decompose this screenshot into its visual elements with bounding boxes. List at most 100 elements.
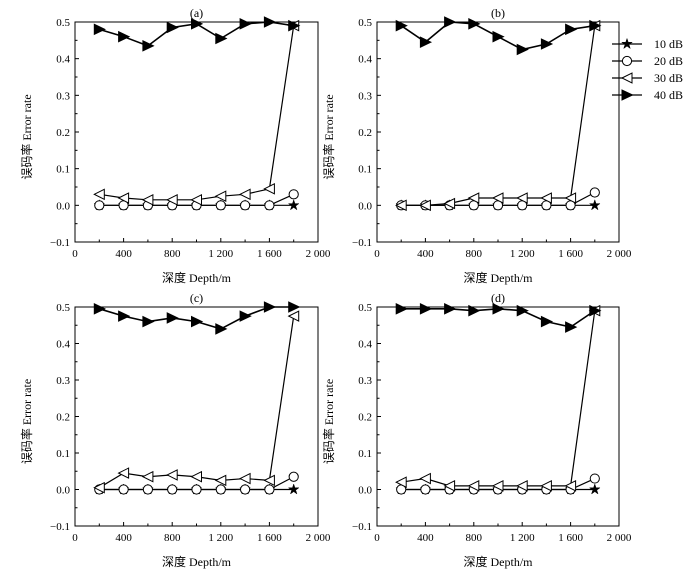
panel-c: 0 400 800 1 200 1 600 2 000 −0.1 0.0 0.1 0.2 0.3 0.… <box>19 291 331 569</box>
data-point-20-dB <box>589 187 600 198</box>
data-point-30-dB <box>93 188 105 201</box>
data-point-30-dB <box>467 480 480 492</box>
y-tick-label: 0.3 <box>358 90 372 102</box>
data-point-40-dB <box>444 16 457 28</box>
legend-marker <box>621 89 634 101</box>
y-tick-label: 0.3 <box>56 375 70 387</box>
data-point-30-dB <box>117 192 130 204</box>
data-point-30-dB <box>467 192 480 204</box>
data-point-40-dB <box>395 19 408 32</box>
data-point-20-dB <box>191 484 202 495</box>
y-axis-title: 误码率 Error rate <box>19 94 34 179</box>
y-tick-label: 0.3 <box>56 90 70 102</box>
data-point-10-dB <box>287 483 300 495</box>
data-point-30-dB <box>190 470 202 483</box>
data-point-40-dB <box>565 23 578 36</box>
x-tick-label: 0 <box>72 532 78 544</box>
data-point-40-dB <box>288 19 301 32</box>
data-point-30-dB <box>166 194 178 206</box>
y-tick-label: 0.1 <box>358 448 372 460</box>
x-tick-label: 400 <box>115 248 132 260</box>
data-point-40-dB <box>419 303 433 315</box>
series-line-30-dB <box>401 25 596 206</box>
y-tick-label: 0.0 <box>358 485 372 497</box>
legend-label: 20 dB <box>654 54 683 68</box>
y-tick-label: 0.1 <box>56 448 70 460</box>
data-point-40-dB <box>93 23 106 36</box>
data-point-40-dB <box>118 310 131 322</box>
data-point-40-dB <box>215 32 228 45</box>
data-point-40-dB <box>239 310 252 322</box>
data-point-40-dB <box>191 315 204 328</box>
data-point-30-dB <box>443 480 456 492</box>
x-tick-label: 1 600 <box>558 532 583 544</box>
y-tick-label: 0.4 <box>358 339 372 351</box>
data-point-10-dB <box>588 199 601 211</box>
x-axis-title: 深度 Depth/m <box>162 554 232 569</box>
y-tick-label: 0.4 <box>56 54 70 66</box>
data-point-30-dB <box>287 310 300 322</box>
panel-label: (a) <box>190 6 203 20</box>
legend-marker <box>621 55 633 67</box>
data-point-30-dB <box>516 480 528 492</box>
x-axis-title: 深度 Depth/m <box>464 270 534 285</box>
data-point-40-dB <box>93 303 106 315</box>
data-point-40-dB <box>589 304 602 317</box>
x-tick-label: 0 <box>72 248 78 260</box>
data-point-30-dB <box>491 192 504 204</box>
y-tick-label: 0.0 <box>56 200 70 212</box>
legend-item: 10 dB <box>612 37 683 51</box>
x-tick-label: 1 200 <box>208 248 233 260</box>
data-point-40-dB <box>589 19 602 32</box>
data-point-30-dB <box>491 480 504 492</box>
y-tick-label: 0.2 <box>358 127 372 139</box>
y-tick-label: −0.1 <box>50 521 70 533</box>
data-point-40-dB <box>468 18 481 30</box>
x-tick-label: 1 200 <box>208 532 233 544</box>
x-tick-label: 800 <box>164 248 181 260</box>
y-axis-title: 误码率 Error rate <box>321 379 336 464</box>
panel-label: (c) <box>190 291 203 305</box>
legend-label: 30 dB <box>654 71 683 85</box>
data-point-30-dB <box>141 470 154 483</box>
data-point-40-dB <box>118 30 131 43</box>
data-point-40-dB <box>565 321 578 333</box>
data-point-30-dB <box>263 474 275 487</box>
data-point-20-dB <box>94 200 105 211</box>
legend-item: 20 dB <box>612 54 683 68</box>
y-tick-label: −0.1 <box>50 237 70 249</box>
y-tick-label: 0.2 <box>358 412 372 424</box>
panel-label: (d) <box>491 291 505 305</box>
x-tick-label: 1 200 <box>510 248 535 260</box>
y-tick-label: 0.5 <box>56 302 70 314</box>
y-tick-label: 0.2 <box>56 127 70 139</box>
panel-d: 0 400 800 1 200 1 600 2 000 −0.1 0.0 0.1 0.2 0.3 0.… <box>321 291 632 569</box>
data-point-40-dB <box>492 30 505 43</box>
data-point-20-dB <box>240 484 251 495</box>
data-point-30-dB <box>564 480 577 492</box>
legend-marker <box>621 37 633 50</box>
y-tick-label: 0.4 <box>56 339 70 351</box>
x-tick-label: 1 600 <box>257 248 282 260</box>
data-point-40-dB <box>263 16 277 28</box>
legend-label: 10 dB <box>654 37 683 51</box>
data-point-20-dB <box>264 200 275 211</box>
y-tick-label: 0.4 <box>358 54 372 66</box>
panel-b: 0 400 800 1 200 1 600 2 000 −0.1 0.0 0.1 0.2 0.3 0.… <box>321 6 632 285</box>
data-point-20-dB <box>142 484 153 495</box>
data-point-40-dB <box>516 304 529 317</box>
data-point-30-dB <box>516 192 528 204</box>
data-point-30-dB <box>214 474 227 487</box>
data-point-20-dB <box>420 484 431 495</box>
data-point-30-dB <box>238 472 251 485</box>
y-tick-label: 0.1 <box>56 164 70 176</box>
y-axis-title: 误码率 Error rate <box>321 94 336 179</box>
data-point-10-dB <box>588 483 601 495</box>
data-point-30-dB <box>443 197 456 210</box>
data-point-40-dB <box>142 40 155 52</box>
y-tick-label: 0.2 <box>56 412 70 424</box>
data-point-40-dB <box>142 315 155 328</box>
x-tick-label: 1 600 <box>257 532 282 544</box>
data-point-40-dB <box>540 38 554 50</box>
x-tick-label: 2 000 <box>306 532 331 544</box>
